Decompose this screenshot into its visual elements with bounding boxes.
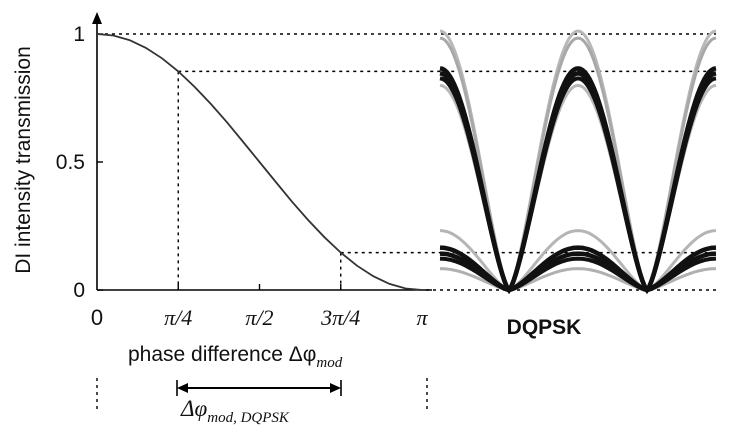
eye-diagram-label: DQPSK bbox=[507, 316, 582, 339]
x-ticks: 0 π/4 π/2 3π/4 π bbox=[91, 284, 428, 330]
x-tick-label: π bbox=[416, 305, 428, 330]
bracket-label-main: Δφ bbox=[180, 396, 207, 421]
reference-lines bbox=[105, 33, 716, 291]
x-tick-label: 3π/4 bbox=[320, 305, 360, 330]
dqpsk-eye-diagram bbox=[439, 29, 717, 295]
bracket-label: Δφmod, DQPSK bbox=[180, 396, 290, 426]
x-tick-label: π/2 bbox=[245, 305, 273, 330]
x-axis-label-subscript: mod bbox=[316, 355, 342, 371]
x-tick-label: 0 bbox=[91, 305, 103, 330]
eye-trace bbox=[439, 229, 717, 292]
bracket-arrow-left bbox=[177, 383, 188, 393]
eye-trace bbox=[439, 267, 717, 292]
y-tick-label: 1 bbox=[73, 23, 85, 46]
x-tick-label: π/4 bbox=[164, 305, 192, 330]
y-tick-label: 0.5 bbox=[56, 151, 85, 174]
y-tick-label: 0 bbox=[73, 279, 85, 302]
y-axis-label: DI intensity transmission bbox=[12, 46, 35, 274]
bracket-arrow-right bbox=[330, 383, 341, 393]
transmission-curve bbox=[96, 33, 423, 291]
x-axis-label-main: phase difference Δφ bbox=[128, 343, 316, 366]
eye-trace bbox=[439, 36, 717, 294]
eye-trace bbox=[439, 76, 717, 294]
eye-trace bbox=[439, 256, 717, 293]
bracket-label-subscript: mod, DQPSK bbox=[207, 410, 290, 426]
y-axis-arrowhead bbox=[92, 12, 102, 24]
y-ticks: 00.51 bbox=[56, 23, 103, 302]
x-axis-label: phase difference Δφmod bbox=[128, 343, 343, 371]
